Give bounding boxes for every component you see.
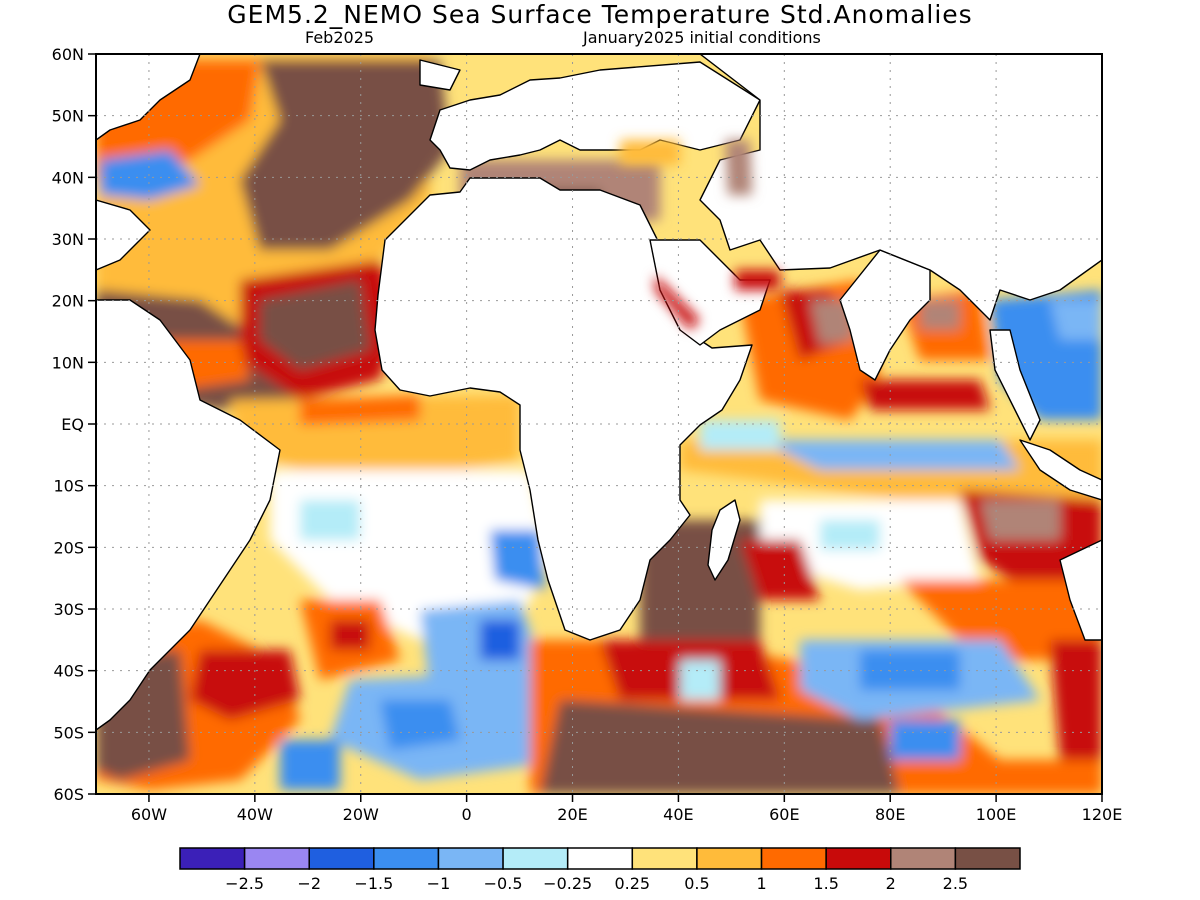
colorbar-swatch — [179, 847, 246, 870]
lat-label: 10S — [53, 477, 84, 496]
lat-label: 60N — [52, 45, 84, 64]
axis-ticks — [88, 53, 1103, 802]
lon-label: 20E — [557, 805, 587, 824]
latitude-labels: 60N 50N 40N 30N 20N 10N EQ 10S 20S 30S 40S 50S 60S — [52, 45, 84, 804]
colorbar-swatch — [566, 847, 634, 870]
lon-label: 40W — [237, 805, 273, 824]
colorbar-label: 1.5 — [813, 874, 838, 893]
colorbar-label: −2 — [297, 874, 321, 893]
lat-label: 20N — [52, 292, 84, 311]
colorbar-swatch — [954, 847, 1021, 870]
anomaly-field — [96, 54, 1102, 794]
lat-label: 60S — [53, 785, 84, 804]
lon-label: 100E — [976, 805, 1017, 824]
lat-label: 40S — [53, 662, 84, 681]
lon-label: 80E — [875, 805, 905, 824]
forecast-month: Feb2025 — [305, 28, 375, 47]
lat-label: 50N — [52, 107, 84, 126]
colorbar — [179, 847, 1021, 870]
colorbar-label: −1.5 — [354, 874, 393, 893]
colorbar-label: 1 — [756, 874, 766, 893]
lat-label: 40N — [52, 168, 84, 187]
lat-label: 20S — [53, 538, 84, 557]
colorbar-swatch — [437, 847, 504, 870]
lat-label: 10N — [52, 353, 84, 372]
colorbar-label: −1 — [427, 874, 451, 893]
lat-label: 30N — [52, 230, 84, 249]
land-mask — [96, 54, 1102, 731]
colorbar-swatch — [825, 847, 892, 870]
colorbar-label: 2 — [886, 874, 896, 893]
colorbar-swatch — [760, 847, 827, 870]
colorbar-label: 2.5 — [943, 874, 968, 893]
longitude-labels: 60W 40W 20W 0 20E 40E 60E 80E 100E 120E — [131, 805, 1122, 824]
colorbar-label: −2.5 — [225, 874, 264, 893]
map-title: GEM5.2_NEMO Sea Surface Temperature Std.… — [227, 0, 973, 29]
lon-label: 0 — [462, 805, 472, 824]
colorbar-labels: −2.5 −2 −1.5 −1 −0.5 −0.25 0.25 0.5 1 1.5 2 2.5 — [225, 874, 968, 893]
initial-conditions: January2025 initial conditions — [583, 28, 821, 47]
colorbar-label: 0.25 — [614, 874, 650, 893]
lon-label: 60W — [131, 805, 167, 824]
colorbar-swatch — [696, 847, 763, 870]
colorbar-label: −0.25 — [543, 874, 592, 893]
lat-label: EQ — [61, 415, 84, 434]
colorbar-swatch — [243, 847, 310, 870]
colorbar-label: −0.5 — [484, 874, 523, 893]
lon-label: 120E — [1082, 805, 1123, 824]
lon-label: 20W — [343, 805, 379, 824]
colorbar-swatch — [631, 847, 698, 870]
colorbar-label: 0.5 — [684, 874, 709, 893]
colorbar-swatch — [502, 847, 569, 870]
colorbar-swatch — [308, 847, 375, 870]
lon-label: 60E — [769, 805, 799, 824]
colorbar-swatch — [890, 847, 957, 870]
colorbar-swatch — [373, 847, 440, 870]
lat-label: 30S — [53, 600, 84, 619]
lat-label: 50S — [53, 723, 84, 742]
lon-label: 40E — [663, 805, 693, 824]
